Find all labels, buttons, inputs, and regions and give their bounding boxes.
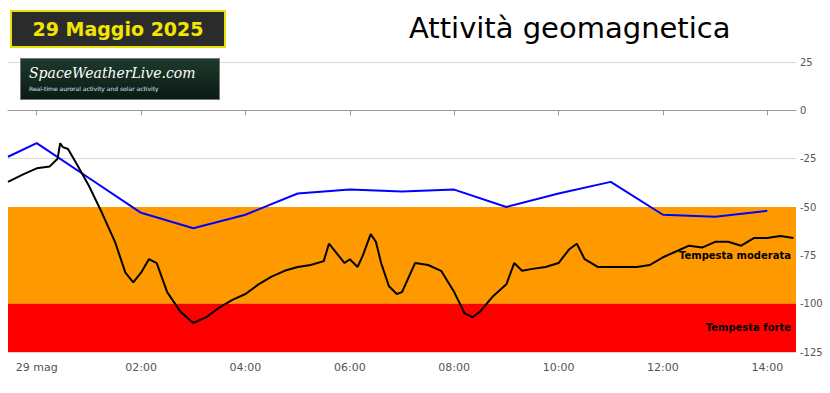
svg-text:-25: -25 [800,153,816,164]
svg-text:12:00: 12:00 [647,361,679,374]
svg-text:14:00: 14:00 [751,361,783,374]
svg-text:02:00: 02:00 [125,361,157,374]
svg-text:04:00: 04:00 [230,361,262,374]
svg-text:-75: -75 [800,250,816,261]
svg-text:Tempesta forte: Tempesta forte [706,322,792,333]
svg-text:Attività geomagnetica: Attività geomagnetica [409,11,731,45]
svg-text:Tempesta moderata: Tempesta moderata [679,250,791,261]
html-text:Real-time auroral activity and: Real-time auroral activity and solar act… [29,85,159,92]
svg-text:29 mag: 29 mag [16,361,58,374]
svg-text:0: 0 [800,105,806,116]
html-text:29 Maggio 2025: 29 Maggio 2025 [32,18,204,40]
svg-text:-125: -125 [800,347,823,358]
svg-text:-50: -50 [800,202,816,213]
svg-text:08:00: 08:00 [438,361,470,374]
svg-text:06:00: 06:00 [334,361,366,374]
html-text:SpaceWeatherLive.com: SpaceWeatherLive.com [29,65,196,81]
svg-text:-100: -100 [800,298,823,309]
svg-text:10:00: 10:00 [543,361,575,374]
svg-text:25: 25 [800,57,813,68]
